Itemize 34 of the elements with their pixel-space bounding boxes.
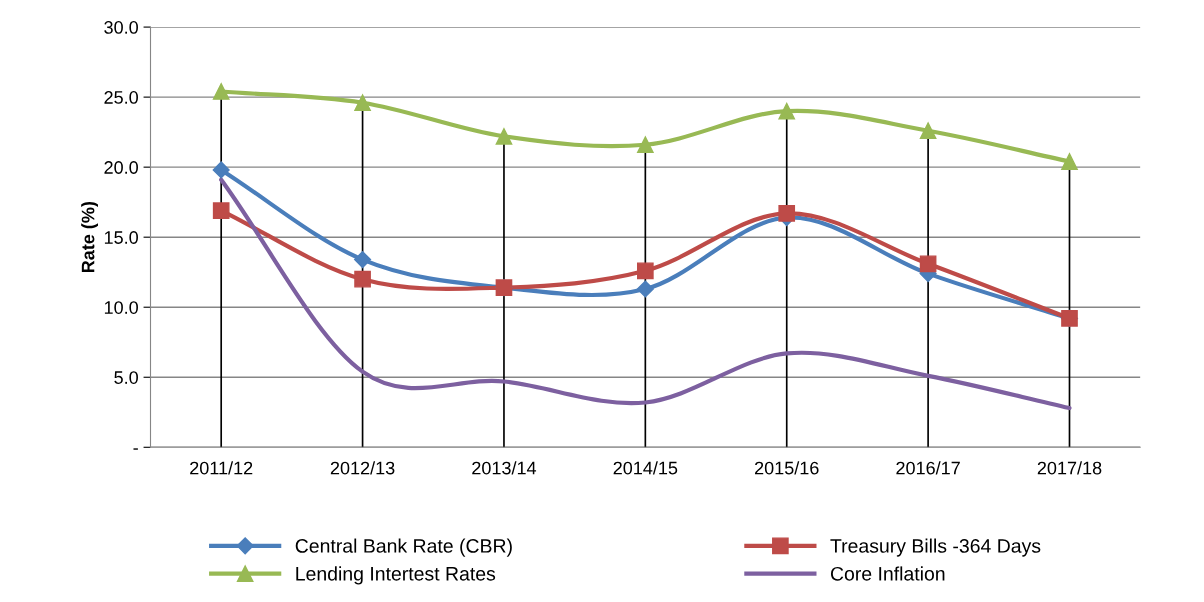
x-tick-label: 2013/14 — [472, 461, 537, 475]
point — [1061, 153, 1078, 170]
point — [919, 122, 937, 140]
y-tick-label: 20.0 — [104, 161, 138, 174]
x-tick-label: 2015/16 — [755, 461, 819, 475]
y-axis-title: Rate (%) — [81, 201, 98, 273]
x-tick-label: 2011/12 — [190, 461, 253, 475]
point — [354, 94, 371, 112]
point — [637, 262, 654, 280]
x-tick-label: 2012/13 — [330, 461, 395, 475]
point — [778, 102, 796, 120]
point — [919, 255, 937, 273]
point — [354, 251, 372, 269]
y-tick-label: 25.0 — [104, 91, 138, 104]
x-tick-label: 2014/15 — [613, 461, 678, 475]
y-tick-label: 30.0 — [104, 21, 138, 34]
x-tick-label: 2016/17 — [896, 461, 960, 475]
point — [212, 161, 230, 179]
point — [212, 202, 230, 219]
point — [778, 205, 796, 222]
point — [354, 270, 371, 288]
y-tick-label: 10.0 — [104, 301, 138, 314]
point — [495, 128, 513, 145]
x-tick-label: 2017/18 — [1037, 461, 1102, 475]
legend-label: Lending Intertest Rates — [296, 566, 496, 585]
point — [212, 83, 230, 100]
legend-label: Treasury Bills -364 Days — [830, 538, 1041, 557]
legend-label: Core Inflation — [830, 566, 945, 581]
legend-label: Central Bank Rate (CBR) — [295, 538, 512, 557]
point — [637, 136, 654, 154]
y-tick-label: - — [133, 448, 138, 450]
point — [636, 280, 654, 298]
y-tick-label: 5.0 — [114, 371, 138, 384]
y-tick-label: 15.0 — [104, 231, 138, 244]
